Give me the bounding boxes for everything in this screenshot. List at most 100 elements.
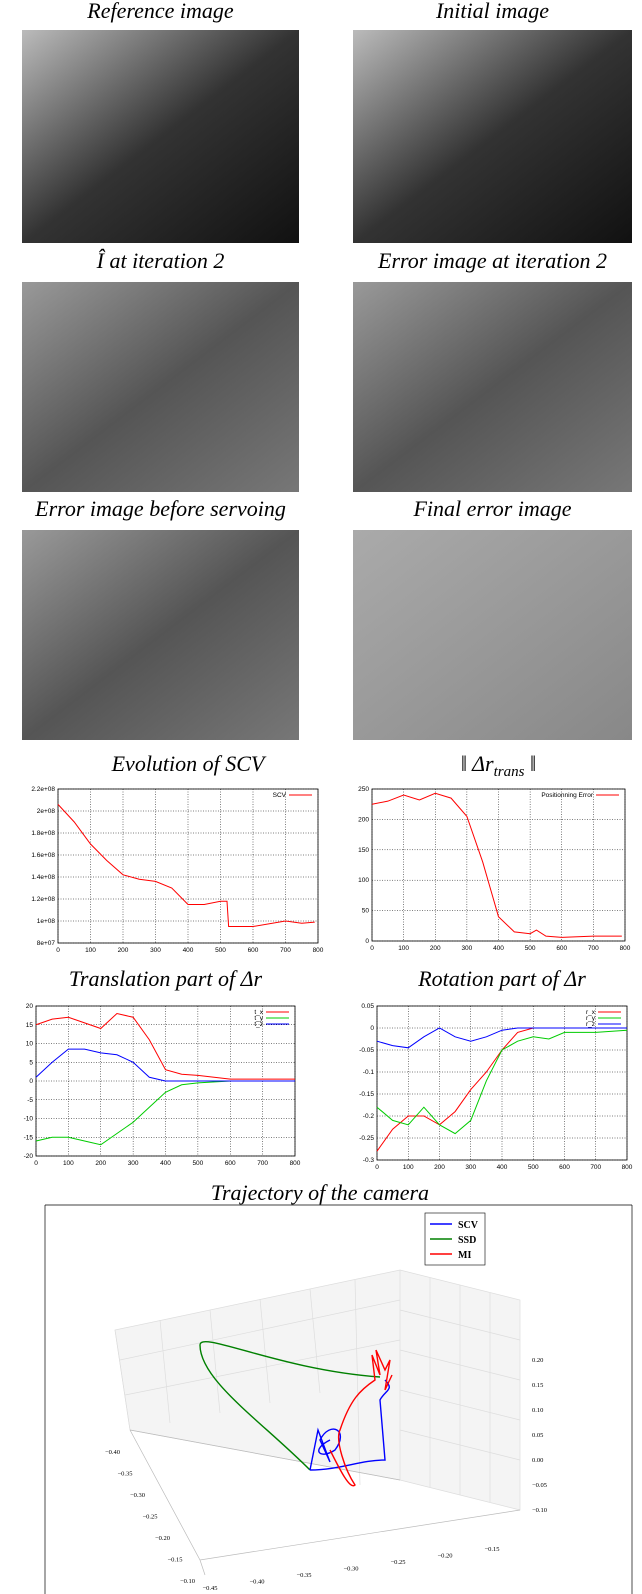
z-tick-label: 0.20 xyxy=(532,1357,543,1364)
y-tick-label: 200 xyxy=(358,816,369,823)
x-tick-label: 0 xyxy=(370,945,374,952)
y-tick-label: 1.6e+08 xyxy=(31,852,55,859)
x-tick-label: 600 xyxy=(225,1160,236,1167)
image-title: Reference image xyxy=(86,0,234,23)
image-title: Initial image xyxy=(435,0,549,23)
x-tick-label: 600 xyxy=(559,1164,570,1171)
x-tick-label: −0.30 xyxy=(130,1492,145,1499)
x-tick-label: 700 xyxy=(280,947,291,954)
y-tick-label: −0.40 xyxy=(249,1579,264,1586)
x-tick-label: 200 xyxy=(95,1160,106,1167)
chart-title-end: ‖ xyxy=(524,751,536,776)
z-tick-label: 0.15 xyxy=(532,1382,543,1389)
y-tick-label: 1.8e+08 xyxy=(31,830,55,837)
z-tick-label: 0.10 xyxy=(532,1407,543,1414)
chart-title: ‖ Δrtrans ‖ xyxy=(461,751,536,780)
x-tick-label: 400 xyxy=(183,947,194,954)
x-tick-label: 200 xyxy=(430,945,441,952)
y-tick-label: 100 xyxy=(358,877,369,884)
z-tick-label: 0.05 xyxy=(532,1432,543,1439)
y-tick-label: 0 xyxy=(365,938,369,945)
y-tick-label: 20 xyxy=(26,1003,34,1010)
image-title: Î at iteration 2 xyxy=(96,248,225,273)
x-tick-label: 500 xyxy=(192,1160,203,1167)
chart-title: Trajectory of the camera xyxy=(211,1180,429,1205)
x-tick-label: 0 xyxy=(56,947,60,954)
y-tick-label: -0.3 xyxy=(363,1157,375,1164)
y-tick-label: -0.2 xyxy=(363,1113,375,1120)
x-tick-label: 800 xyxy=(290,1160,301,1167)
y-tick-label: -20 xyxy=(24,1153,34,1160)
image-panel xyxy=(353,30,632,243)
image-panel xyxy=(22,530,299,740)
y-tick-label: −0.45 xyxy=(202,1585,217,1592)
x-tick-label: 800 xyxy=(313,947,324,954)
data-line xyxy=(372,793,622,937)
x-tick-label: 300 xyxy=(150,947,161,954)
x-tick-label: 300 xyxy=(128,1160,139,1167)
x-tick-label: 400 xyxy=(497,1164,508,1171)
y-tick-label: −0.30 xyxy=(343,1566,358,1573)
y-tick-label: −0.20 xyxy=(437,1553,452,1560)
y-tick-label: 5 xyxy=(29,1059,33,1066)
x-tick-label: 100 xyxy=(85,947,96,954)
x-tick-label: 300 xyxy=(465,1164,476,1171)
chart-title-subscript: trans xyxy=(494,764,525,780)
plot-3d-frame xyxy=(45,1205,632,1594)
y-tick-label: 15 xyxy=(26,1022,34,1029)
y-tick-label: -0.15 xyxy=(359,1091,374,1098)
y-tick-label: 2e+08 xyxy=(37,808,56,815)
image-title: Error image at iteration 2 xyxy=(377,248,607,273)
x-tick-label: 800 xyxy=(622,1164,633,1171)
chart-title: Rotation part of Δr xyxy=(417,966,586,991)
chart-title-text: Evolution of SCV xyxy=(111,751,267,776)
y-tick-label: 10 xyxy=(26,1041,34,1048)
chart-title-text: ‖ Δr xyxy=(461,751,494,776)
x-tick-label: 800 xyxy=(620,945,631,952)
y-tick-label: -5 xyxy=(27,1097,33,1104)
x-tick-label: 0 xyxy=(375,1164,379,1171)
legend-label: MI xyxy=(458,1250,471,1261)
image-title: Error image before servoing xyxy=(34,496,286,521)
data-line xyxy=(377,1028,627,1048)
x-tick-label: 400 xyxy=(493,945,504,952)
y-tick-label: −0.15 xyxy=(484,1546,499,1553)
y-tick-label: −0.25 xyxy=(390,1559,405,1566)
chart-title-text: Translation part of Δr xyxy=(69,966,263,991)
x-tick-label: −0.20 xyxy=(155,1535,170,1542)
legend-label: SSD xyxy=(458,1235,476,1246)
legend-label: SCV xyxy=(273,792,287,799)
data-line xyxy=(36,1081,295,1145)
chart-title-text: Rotation part of Δr xyxy=(417,966,586,991)
y-tick-label: 8e+07 xyxy=(37,940,56,947)
x-tick-label: 600 xyxy=(556,945,567,952)
y-tick-label: 250 xyxy=(358,786,369,793)
x-tick-label: −0.40 xyxy=(105,1449,120,1456)
z-tick-label: 0.00 xyxy=(532,1457,543,1464)
z-tick-label: −0.10 xyxy=(532,1507,547,1514)
x-tick-label: 500 xyxy=(215,947,226,954)
y-tick-label: -15 xyxy=(24,1134,34,1141)
x-tick-label: 500 xyxy=(525,945,536,952)
legend-label: r_z xyxy=(586,1021,595,1028)
x-tick-label: 200 xyxy=(434,1164,445,1171)
y-tick-label: 0 xyxy=(370,1025,374,1032)
x-tick-label: 300 xyxy=(461,945,472,952)
image-title: Final error image xyxy=(412,496,571,521)
x-tick-label: 100 xyxy=(398,945,409,952)
image-panel xyxy=(353,530,632,740)
y-tick-label: 150 xyxy=(358,847,369,854)
x-tick-label: 400 xyxy=(160,1160,171,1167)
x-tick-label: 0 xyxy=(34,1160,38,1167)
z-tick-label: −0.05 xyxy=(532,1482,547,1489)
legend-label: SCV xyxy=(458,1220,479,1231)
legend-label: Positionning Error xyxy=(541,792,593,799)
image-panel xyxy=(22,30,299,243)
y-tick-label: -0.05 xyxy=(359,1047,374,1054)
x-tick-label: 700 xyxy=(590,1164,601,1171)
legend-label: t_z xyxy=(254,1021,263,1028)
x-tick-label: 100 xyxy=(403,1164,414,1171)
chart-title: Evolution of SCV xyxy=(111,751,267,776)
y-tick-label: 0 xyxy=(29,1078,33,1085)
x-tick-label: 700 xyxy=(257,1160,268,1167)
